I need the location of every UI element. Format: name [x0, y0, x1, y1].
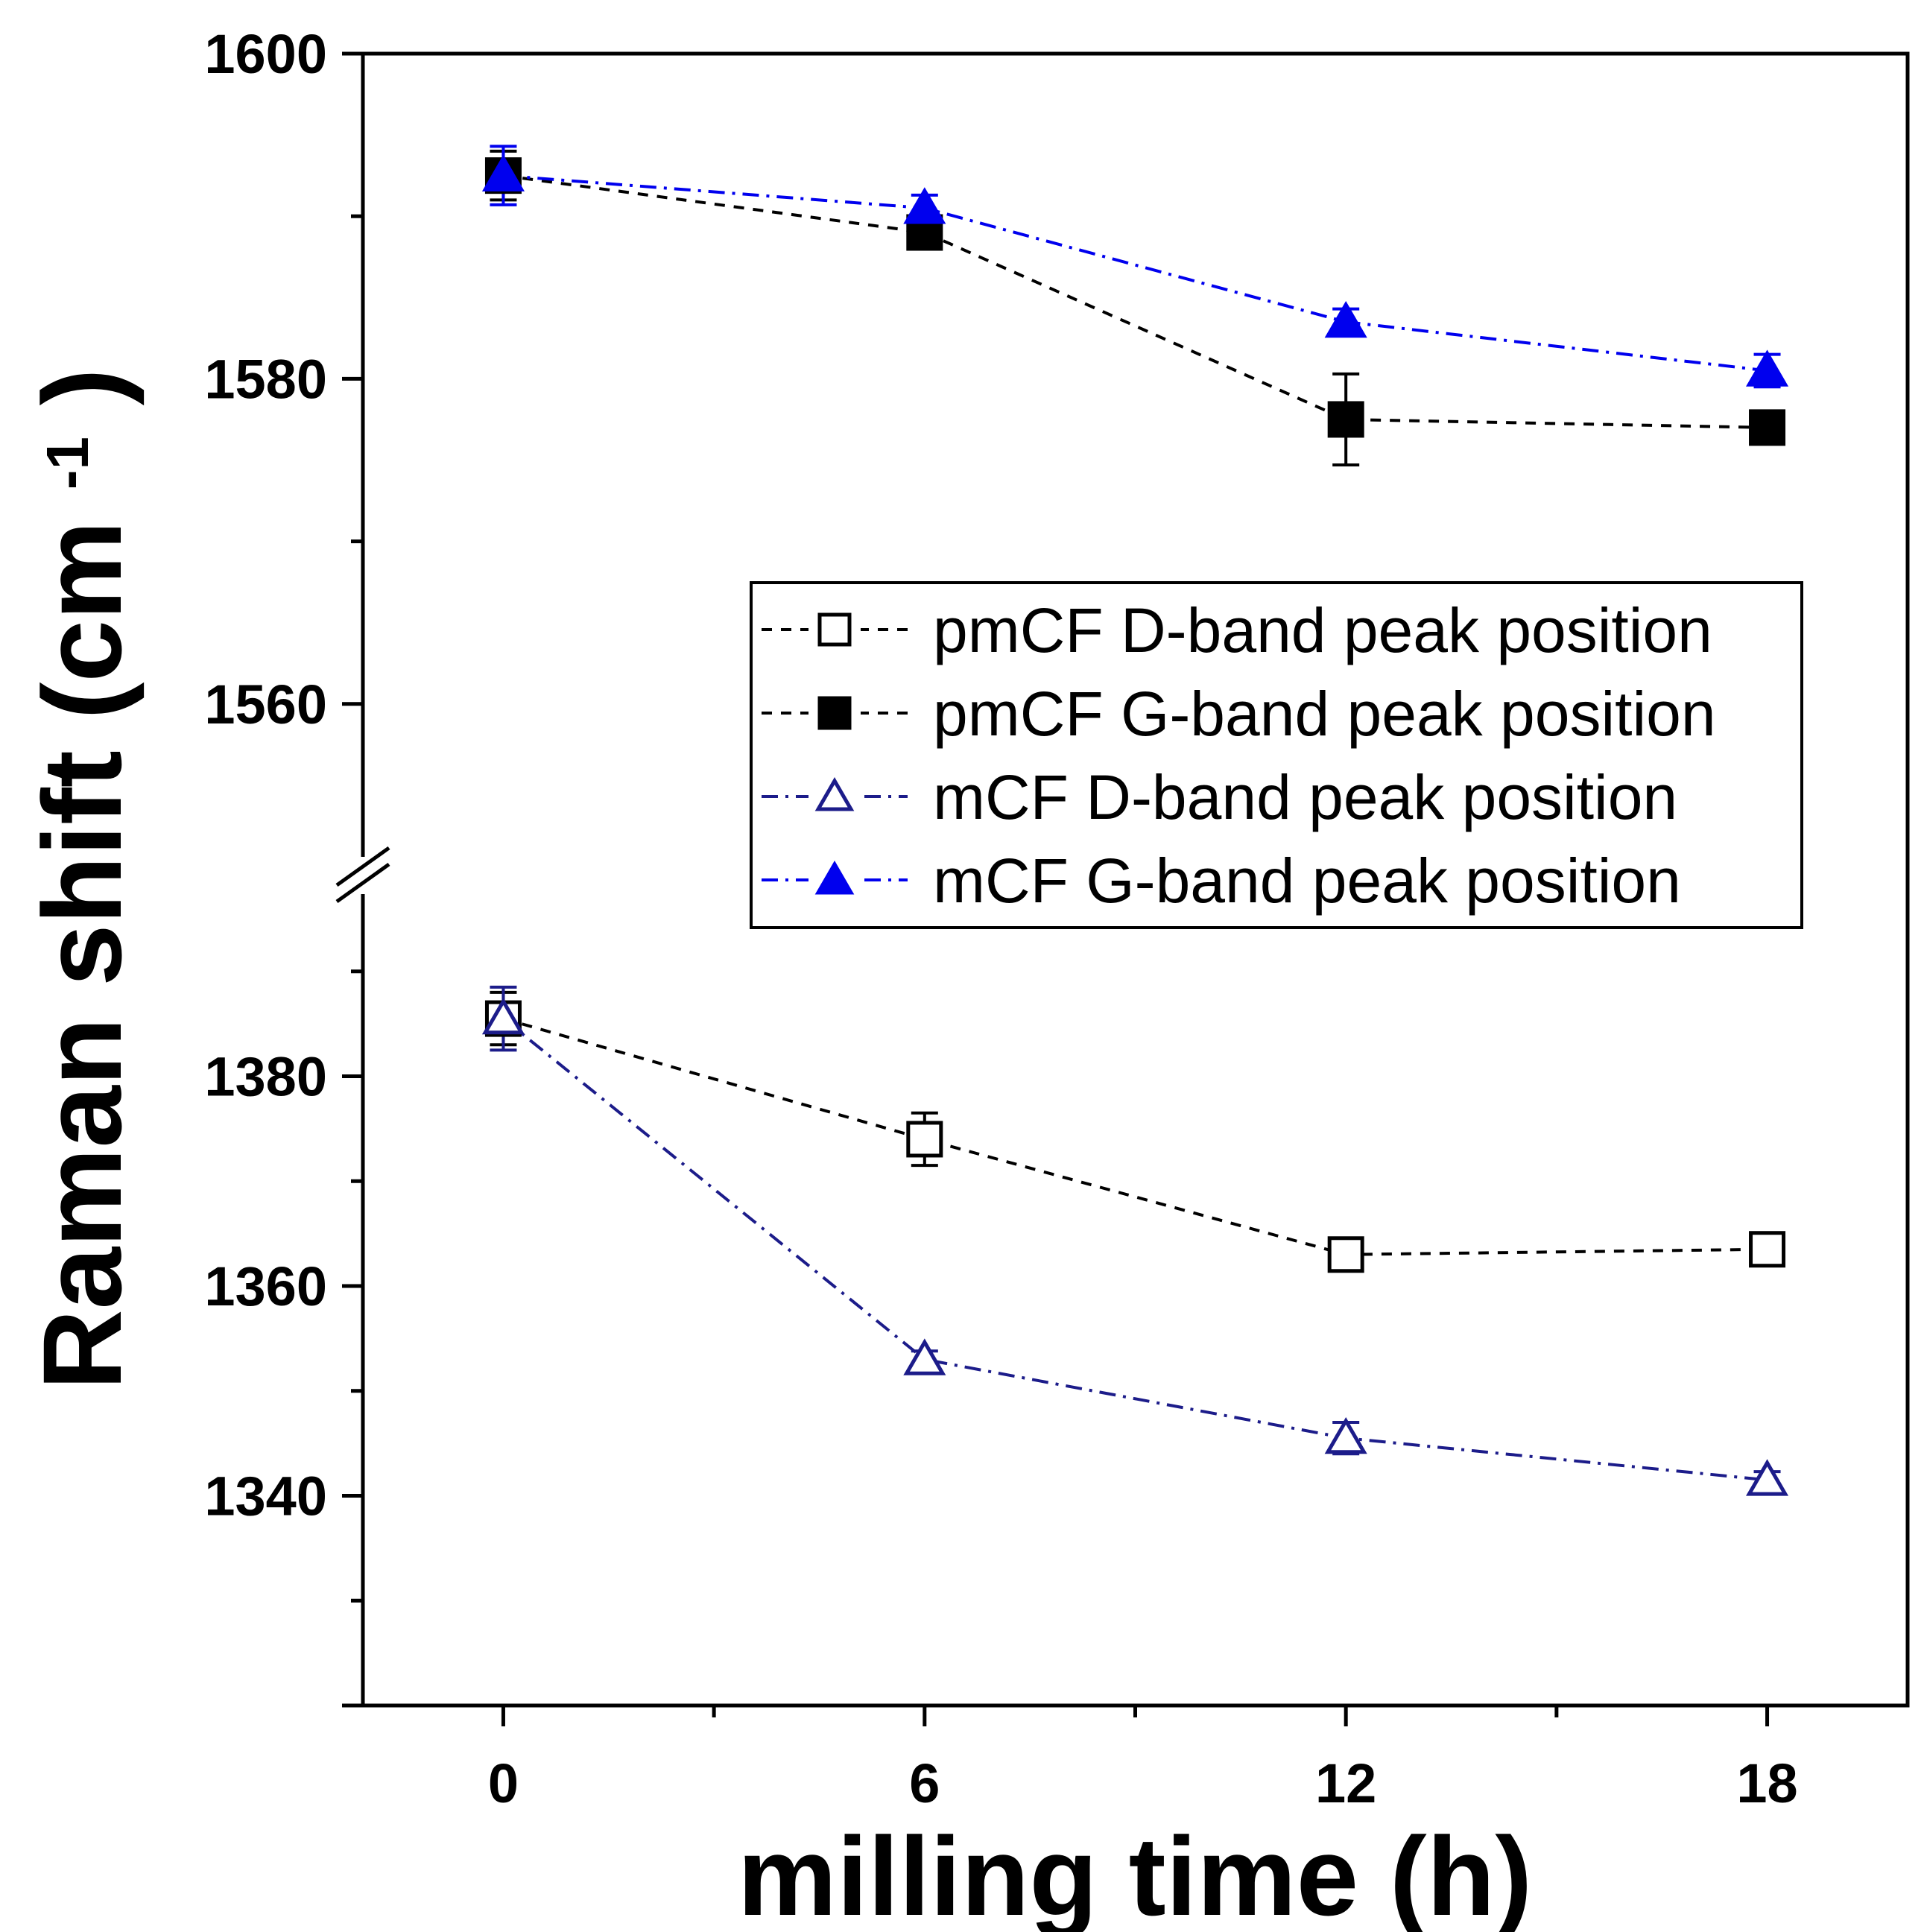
x-tick-label-0: 0 — [488, 1752, 519, 1814]
series-lines-layer — [502, 174, 1768, 1482]
legend-label-0: pmCF D-band peak position — [933, 595, 1712, 665]
legend-label-1: pmCF G-band peak position — [933, 679, 1716, 749]
y-axis-title-main: Raman shift (cm — [19, 521, 145, 1390]
legend-marker-2 — [814, 777, 855, 811]
y-axis-title-superscript: -1 — [34, 437, 101, 490]
y-axis-title-close: ) — [19, 368, 145, 405]
legend-marker-0 — [817, 612, 852, 647]
y-tick-label-1380: 1380 — [204, 1046, 327, 1108]
marker-s3-p2 — [1324, 300, 1367, 338]
y-axis-title: Raman shift (cm -1 ) — [19, 368, 145, 1390]
legend-label-2: mCF D-band peak position — [933, 762, 1677, 832]
legend-label-3: mCF G-band peak position — [933, 846, 1681, 916]
x-tick-label-12: 12 — [1315, 1752, 1376, 1814]
series-line-2 — [502, 1017, 1768, 1482]
marker-s3-p1 — [903, 187, 946, 224]
marker-s1-p3 — [1749, 409, 1786, 446]
series-line-3 — [503, 174, 1768, 373]
x-tick-label-6: 6 — [909, 1752, 940, 1814]
legend-marker-1 — [817, 696, 852, 730]
marker-s0-p3 — [1749, 1231, 1786, 1268]
y-tick-label-1340: 1340 — [204, 1466, 327, 1527]
markers-layer — [481, 154, 1789, 1496]
marker-s2-p1 — [903, 1338, 946, 1375]
marker-s3-p3 — [1746, 349, 1789, 387]
marker-s1-p2 — [1327, 401, 1364, 438]
legend: pmCF D-band peak position pmCF G-band pea… — [750, 581, 1803, 929]
y-tick-label-1580: 1580 — [204, 348, 327, 410]
marker-s2-p3 — [1746, 1459, 1789, 1496]
marker-s0-p2 — [1327, 1236, 1364, 1273]
marker-s2-p2 — [1324, 1416, 1367, 1454]
x-axis-title: milling time (h) — [738, 1814, 1533, 1932]
legend-items: pmCF D-band peak position pmCF G-band pea… — [762, 595, 1716, 916]
y-axis-title-group: Raman shift (cm -1 ) — [19, 368, 145, 1390]
x-tick-label-18: 18 — [1736, 1752, 1797, 1814]
y-tick-label-1600: 1600 — [204, 23, 327, 85]
legend-marker-3 — [814, 861, 855, 895]
x-axis-ticks: 0 6 12 18 — [488, 1705, 1798, 1814]
y-tick-label-1560: 1560 — [204, 674, 327, 735]
series-line-0 — [502, 1017, 1768, 1256]
y-tick-label-1360: 1360 — [204, 1255, 327, 1317]
y-axis-break-marker — [328, 846, 410, 904]
legend-box — [750, 581, 1803, 929]
marker-s3-p0 — [481, 154, 525, 191]
series-line-1 — [503, 174, 1768, 429]
marker-s0-p1 — [906, 1121, 943, 1158]
marker-s2-p0 — [481, 997, 525, 1035]
